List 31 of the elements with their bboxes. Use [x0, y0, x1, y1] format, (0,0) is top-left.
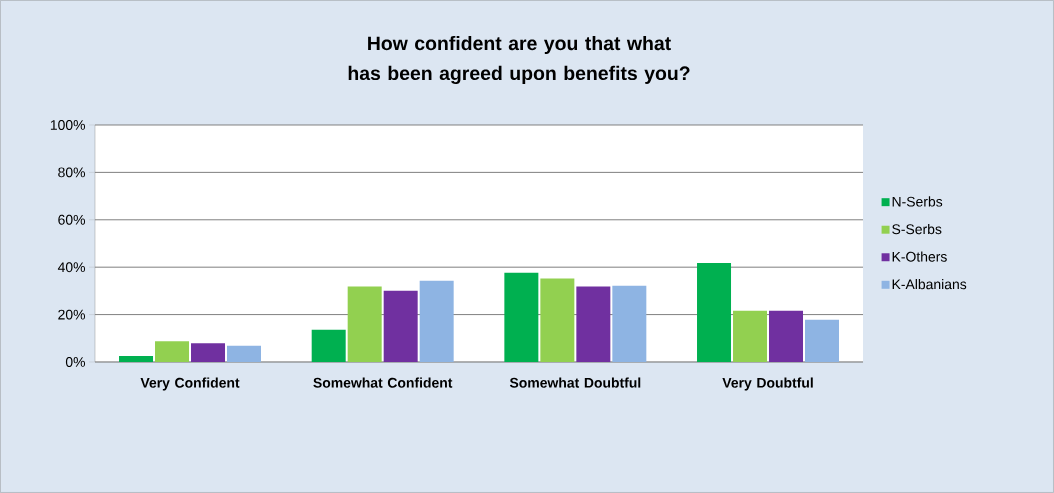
bar — [227, 345, 261, 362]
chart-title: How confident are you that what has been agreed upon benefits you? — [348, 35, 690, 85]
x-tick-label: Somewhat Confident — [313, 377, 453, 388]
bar — [612, 285, 647, 362]
x-tick-label: Very Confident — [140, 377, 240, 391]
bar — [733, 310, 768, 362]
y-tick-label: 80% — [58, 167, 86, 178]
bar — [383, 290, 418, 362]
bar — [155, 341, 190, 362]
y-tick-label: 100% — [50, 120, 86, 130]
bar — [311, 329, 346, 362]
y-tick-label: 40% — [57, 262, 86, 273]
bar — [805, 319, 839, 362]
y-tick-label: 60% — [58, 214, 86, 225]
legend-label: K-Albanians — [892, 278, 967, 290]
bar — [504, 272, 539, 362]
legend-label: N-Serbs — [892, 196, 943, 207]
x-tick-label: Very Doubtful — [722, 377, 813, 391]
bar — [697, 262, 732, 362]
bar — [347, 286, 382, 362]
legend-label: K-Others — [892, 251, 947, 262]
bar — [576, 286, 611, 362]
bar — [419, 280, 454, 362]
bar — [769, 310, 804, 362]
y-tick-label: 20% — [58, 309, 86, 320]
legend-label: S-Serbs — [892, 223, 942, 235]
bar — [119, 356, 154, 362]
bar — [191, 343, 226, 362]
x-tick-label: Somewhat Doubtful — [509, 377, 641, 388]
bar — [540, 278, 575, 362]
y-tick-label: 0% — [65, 357, 86, 367]
